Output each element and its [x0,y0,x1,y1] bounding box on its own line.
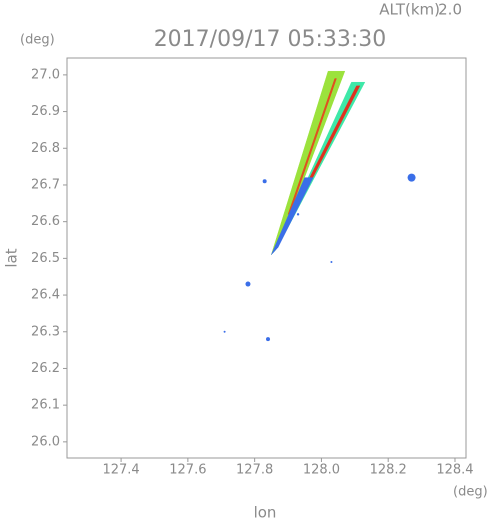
y-tick-label: 26.0 [31,434,60,449]
x-tick-label: 127.6 [169,463,206,478]
y-tick-label: 26.9 [31,104,60,119]
y-tick-label: 26.6 [31,214,60,229]
y-tick-label: 26.2 [31,361,60,376]
y-tick-label: 26.3 [31,324,60,339]
y-axis-label: lat [3,248,21,267]
echo-region [271,70,346,255]
x-axis-label: lon [254,504,277,521]
echo-point [262,179,267,184]
x-tick-label: 127.4 [102,463,139,478]
plot-frame [66,57,467,459]
x-tick-label: 128.2 [370,463,407,478]
chart-title: 2017/09/17 05:33:30 [154,27,387,52]
echo-region [271,177,314,255]
y-tick-label: 26.8 [31,141,60,156]
y-tick-label: 26.7 [31,177,60,192]
y-tick-label: 26.5 [31,251,60,266]
altitude-label: ALT(km) [379,1,440,19]
y-unit: (deg) [20,33,55,48]
y-tick-label: 27.0 [31,67,60,82]
echo-point [266,337,271,342]
y-tick-label: 26.4 [31,288,60,303]
altitude-value: 2.0 [438,1,462,19]
echo-point [296,213,300,216]
x-tick-label: 127.8 [236,463,273,478]
echo-point [330,261,333,264]
y-tick-label: 26.1 [31,398,60,413]
echo-point [223,330,226,333]
x-unit: (deg) [453,485,488,500]
x-tick-label: 128.4 [436,463,473,478]
echo-point [407,173,416,182]
echo-point [245,281,251,287]
x-tick-label: 128.0 [303,463,340,478]
